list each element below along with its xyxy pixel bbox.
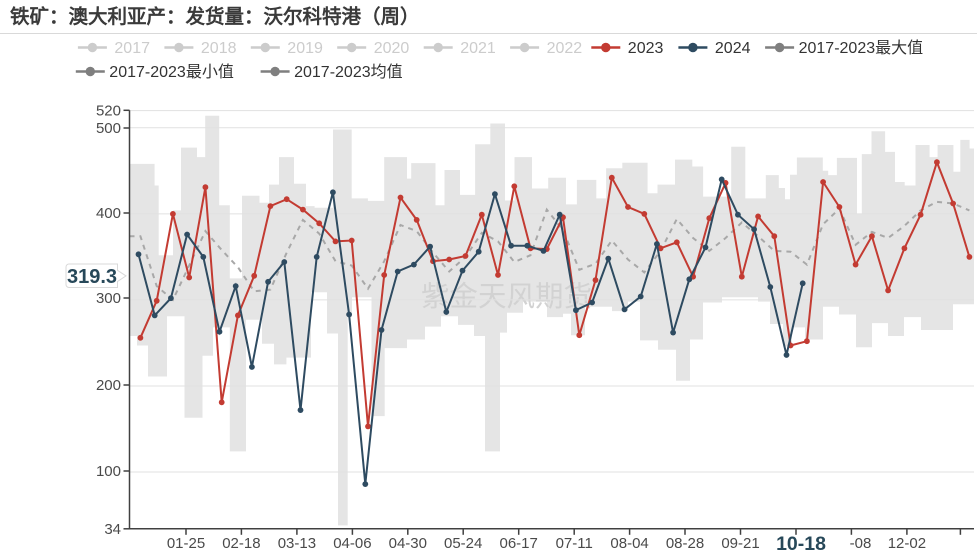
svg-text:08-28: 08-28 xyxy=(666,535,704,552)
svg-text:04-06: 04-06 xyxy=(333,535,371,552)
svg-text:2017: 2017 xyxy=(114,40,150,57)
svg-text:2018: 2018 xyxy=(201,40,237,57)
svg-text:01-25: 01-25 xyxy=(167,535,205,552)
svg-text:300: 300 xyxy=(96,290,121,307)
svg-text:2024: 2024 xyxy=(715,40,751,57)
svg-text:400: 400 xyxy=(96,205,121,222)
svg-text:500: 500 xyxy=(96,120,121,137)
svg-text:2017-2023均值: 2017-2023均值 xyxy=(294,63,403,81)
svg-text:2017-2023最小值: 2017-2023最小值 xyxy=(109,63,234,81)
svg-text:2022: 2022 xyxy=(547,40,583,57)
svg-text:10-18: 10-18 xyxy=(776,533,826,555)
svg-text:铁矿：澳大利亚产：发货量：沃尔科特港（周）: 铁矿：澳大利亚产：发货量：沃尔科特港（周） xyxy=(10,5,420,28)
svg-text:09-21: 09-21 xyxy=(721,535,759,552)
svg-text:02-18: 02-18 xyxy=(222,535,260,552)
svg-text:2020: 2020 xyxy=(374,40,410,57)
svg-text:紫金天风期货: 紫金天风期货 xyxy=(421,281,592,313)
svg-text:200: 200 xyxy=(96,377,121,394)
svg-text:05-24: 05-24 xyxy=(444,535,482,552)
svg-text:100: 100 xyxy=(96,463,121,480)
svg-text:34: 34 xyxy=(104,521,121,538)
svg-text:06-17: 06-17 xyxy=(500,535,538,552)
svg-text:04-30: 04-30 xyxy=(389,535,427,552)
svg-text:-08: -08 xyxy=(850,535,872,552)
svg-text:520: 520 xyxy=(96,102,121,119)
svg-text:03-13: 03-13 xyxy=(278,535,316,552)
svg-text:2017-2023最大值: 2017-2023最大值 xyxy=(799,39,924,57)
svg-text:08-04: 08-04 xyxy=(610,535,648,552)
svg-text:319.3: 319.3 xyxy=(67,266,117,288)
svg-text:2021: 2021 xyxy=(460,40,496,57)
svg-text:07-11: 07-11 xyxy=(556,535,593,552)
svg-text:2023: 2023 xyxy=(628,40,664,57)
svg-text:12-02: 12-02 xyxy=(888,535,926,552)
svg-text:2019: 2019 xyxy=(287,40,323,57)
